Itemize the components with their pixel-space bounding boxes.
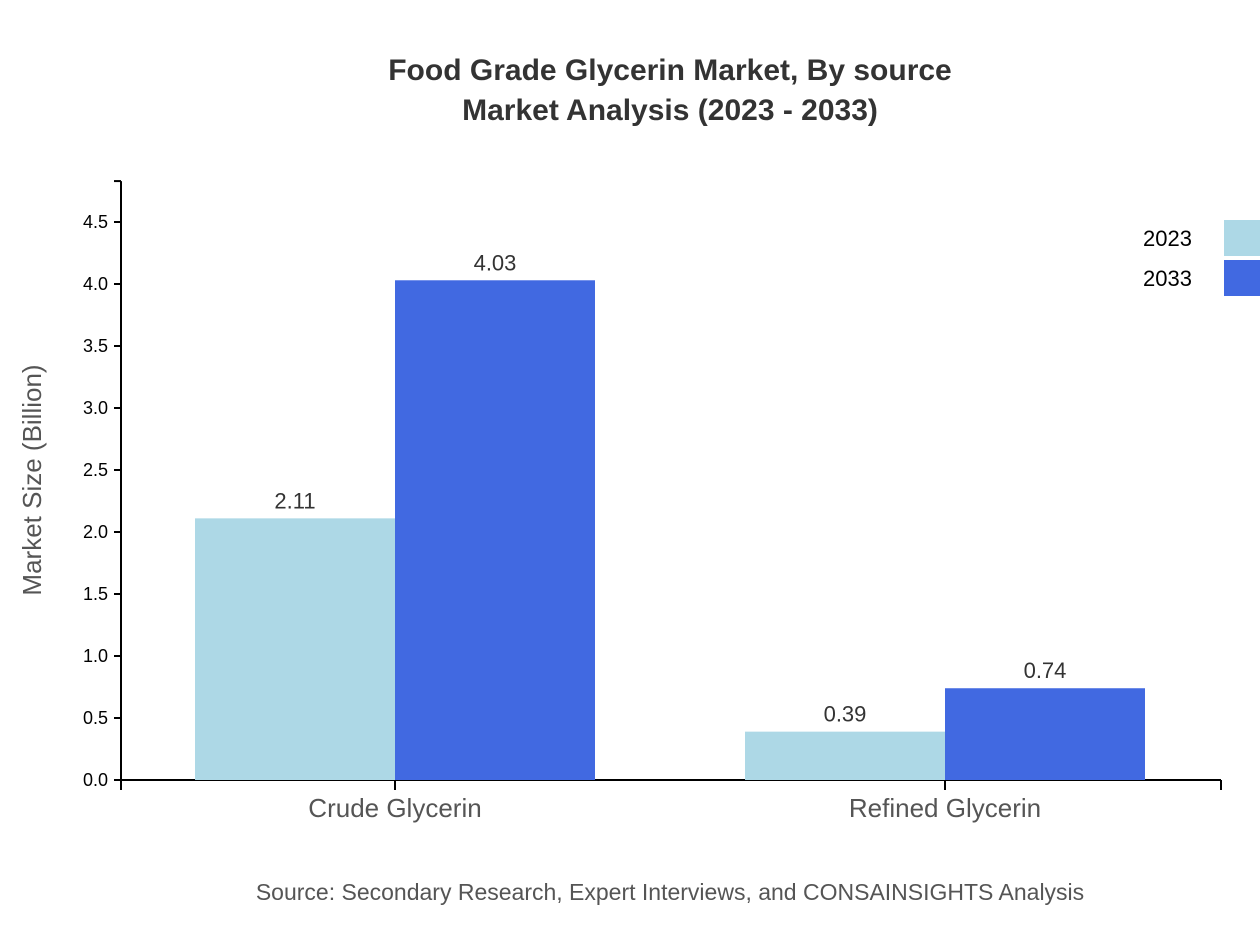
bar-2033-0 [395,280,595,780]
y-tick-label: 4.5 [83,212,108,232]
y-tick-label: 4.0 [83,274,108,294]
source-note: Source: Secondary Research, Expert Inter… [256,879,1084,905]
chart-subtitle: Market Analysis (2023 - 2033) [462,94,878,127]
x-tick-label: Crude Glycerin [308,793,481,823]
legend-label: 2023 [1143,226,1192,251]
data-label: 0.39 [824,702,867,727]
y-tick-label: 3.0 [83,398,108,418]
data-label: 0.74 [1024,658,1067,683]
data-label: 4.03 [474,250,517,275]
data-label: 2.11 [274,488,315,513]
legend-label: 2033 [1143,266,1192,291]
bar-2033-1 [945,688,1145,780]
y-tick-label: 1.5 [83,584,108,604]
bar-2023-1 [745,731,945,780]
chart-title: Food Grade Glycerin Market, By source [388,54,952,87]
bar-2023-0 [195,518,395,780]
legend-swatch-2023 [1224,220,1260,256]
y-tick-label: 2.5 [83,460,108,480]
y-tick-label: 3.5 [83,336,108,356]
y-tick-label: 0.5 [83,708,108,728]
x-tick-label: Refined Glycerin [849,793,1041,823]
y-tick-label: 2.0 [83,522,108,542]
y-axis-label: Market Size (Billion) [17,364,47,595]
y-tick-label: 0.0 [83,770,108,790]
legend-swatch-2033 [1224,260,1260,296]
y-tick-label: 1.0 [83,646,108,666]
